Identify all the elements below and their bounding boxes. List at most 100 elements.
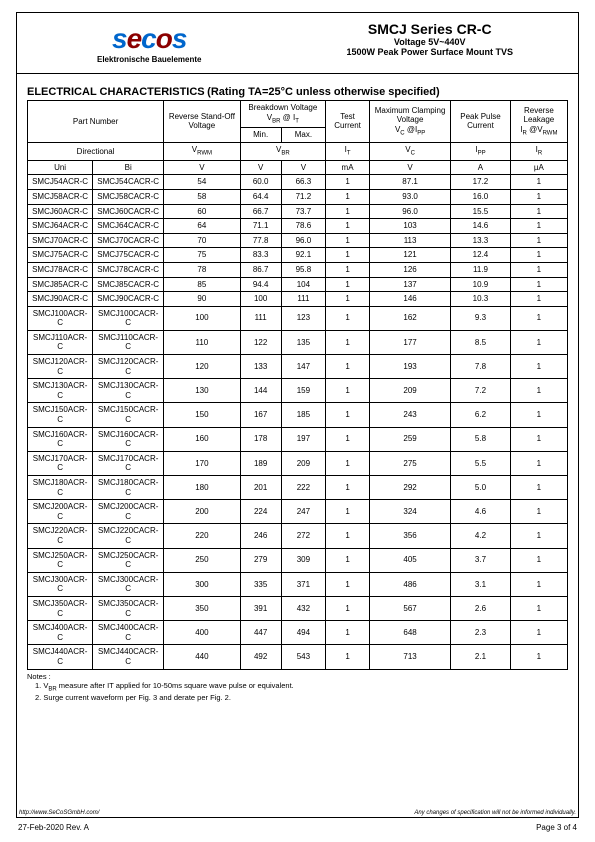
cell-min: 201 (240, 476, 281, 500)
cell-ipp: 5.8 (451, 427, 511, 451)
cell-ir: 1 (510, 427, 567, 451)
cell-ir: 1 (510, 500, 567, 524)
cell-uni: SMCJ64ACR-C (28, 219, 93, 234)
cell-it: 1 (326, 306, 370, 330)
table-row: SMCJ150ACR-CSMCJ150CACR-C15016718512436.… (28, 403, 568, 427)
unit-v2: V (240, 160, 281, 175)
cell-v: 85 (164, 277, 240, 292)
cell-max: 66.3 (281, 175, 325, 190)
cell-min: 144 (240, 379, 281, 403)
section-title: ELECTRICAL CHARACTERISTICS (27, 86, 205, 98)
cell-max: 96.0 (281, 233, 325, 248)
cell-uni: SMCJ90ACR-C (28, 292, 93, 307)
cell-v: 64 (164, 219, 240, 234)
cell-ipp: 2.1 (451, 645, 511, 669)
hdr-rev: Reverse Stand-Off Voltage (164, 101, 240, 143)
cell-v: 78 (164, 262, 240, 277)
cell-min: 167 (240, 403, 281, 427)
cell-vc: 162 (370, 306, 451, 330)
cell-vc: 96.0 (370, 204, 451, 219)
cell-max: 123 (281, 306, 325, 330)
cell-v: 220 (164, 524, 240, 548)
hdr-leak: Reverse LeakageIR @VRWM (510, 101, 567, 143)
cell-min: 86.7 (240, 262, 281, 277)
cell-min: 246 (240, 524, 281, 548)
cell-bi: SMCJ85CACR-C (93, 277, 164, 292)
note-1: 1. VBR measure after IT applied for 10-5… (27, 681, 568, 694)
cell-max: 104 (281, 277, 325, 292)
footer-disclaimer: Any changes of specification will not be… (414, 810, 576, 816)
hdr-directional: Directional (28, 142, 164, 160)
cell-ir: 1 (510, 277, 567, 292)
hdr-bi: Bi (93, 160, 164, 175)
hdr-uni: Uni (28, 160, 93, 175)
cell-min: 64.4 (240, 189, 281, 204)
table-row: SMCJ90ACR-CSMCJ90CACR-C90100111114610.31 (28, 292, 568, 307)
cell-ir: 1 (510, 292, 567, 307)
content: ELECTRICAL CHARACTERISTICS (Rating TA=25… (17, 74, 578, 706)
cell-it: 1 (326, 476, 370, 500)
cell-v: 58 (164, 189, 240, 204)
cell-ir: 1 (510, 596, 567, 620)
cell-uni: SMCJ100ACR-C (28, 306, 93, 330)
cell-bi: SMCJ150CACR-C (93, 403, 164, 427)
cell-bi: SMCJ160CACR-C (93, 427, 164, 451)
cell-min: 391 (240, 596, 281, 620)
cell-vc: 121 (370, 248, 451, 263)
cell-uni: SMCJ300ACR-C (28, 572, 93, 596)
cell-it: 1 (326, 219, 370, 234)
hdr-min: Min. (240, 128, 281, 143)
cell-bi: SMCJ60CACR-C (93, 204, 164, 219)
footer-url: http://www.SeCoSGmbH.com/ (19, 810, 99, 816)
cell-min: 178 (240, 427, 281, 451)
table-row: SMCJ220ACR-CSMCJ220CACR-C22024627213564.… (28, 524, 568, 548)
cell-uni: SMCJ54ACR-C (28, 175, 93, 190)
sym-vrwm: VRWM (164, 142, 240, 160)
cell-ipp: 10.3 (451, 292, 511, 307)
cell-max: 147 (281, 355, 325, 379)
cell-max: 494 (281, 621, 325, 645)
cell-it: 1 (326, 621, 370, 645)
cell-max: 95.8 (281, 262, 325, 277)
cell-uni: SMCJ160ACR-C (28, 427, 93, 451)
cell-vc: 259 (370, 427, 451, 451)
cell-max: 73.7 (281, 204, 325, 219)
cell-bi: SMCJ110CACR-C (93, 330, 164, 354)
cell-bi: SMCJ120CACR-C (93, 355, 164, 379)
cell-max: 309 (281, 548, 325, 572)
unit-ma: mA (326, 160, 370, 175)
cell-vc: 648 (370, 621, 451, 645)
cell-uni: SMCJ85ACR-C (28, 277, 93, 292)
cell-it: 1 (326, 451, 370, 475)
cell-vc: 93.0 (370, 189, 451, 204)
table-row: SMCJ64ACR-CSMCJ64CACR-C6471.178.6110314.… (28, 219, 568, 234)
sym-vbr: VBR (240, 142, 325, 160)
notes: Notes : 1. VBR measure after IT applied … (27, 672, 568, 703)
sym-ipp: IPP (451, 142, 511, 160)
cell-ipp: 4.6 (451, 500, 511, 524)
table-row: SMCJ58ACR-CSMCJ58CACR-C5864.471.2193.016… (28, 189, 568, 204)
cell-vc: 193 (370, 355, 451, 379)
cell-max: 135 (281, 330, 325, 354)
cell-it: 1 (326, 233, 370, 248)
cell-ipp: 12.4 (451, 248, 511, 263)
cell-uni: SMCJ250ACR-C (28, 548, 93, 572)
page-border: secos Elektronische Bauelemente SMCJ Ser… (16, 12, 579, 818)
cell-max: 247 (281, 500, 325, 524)
cell-ipp: 5.5 (451, 451, 511, 475)
cell-ir: 1 (510, 175, 567, 190)
table-row: SMCJ130ACR-CSMCJ130CACR-C13014415912097.… (28, 379, 568, 403)
table-row: SMCJ100ACR-CSMCJ100CACR-C10011112311629.… (28, 306, 568, 330)
cell-it: 1 (326, 645, 370, 669)
cell-uni: SMCJ200ACR-C (28, 500, 93, 524)
cell-ir: 1 (510, 645, 567, 669)
cell-bi: SMCJ64CACR-C (93, 219, 164, 234)
cell-ir: 1 (510, 572, 567, 596)
cell-bi: SMCJ300CACR-C (93, 572, 164, 596)
cell-min: 66.7 (240, 204, 281, 219)
cell-it: 1 (326, 175, 370, 190)
cell-v: 160 (164, 427, 240, 451)
cell-vc: 126 (370, 262, 451, 277)
cell-min: 447 (240, 621, 281, 645)
cell-uni: SMCJ120ACR-C (28, 355, 93, 379)
